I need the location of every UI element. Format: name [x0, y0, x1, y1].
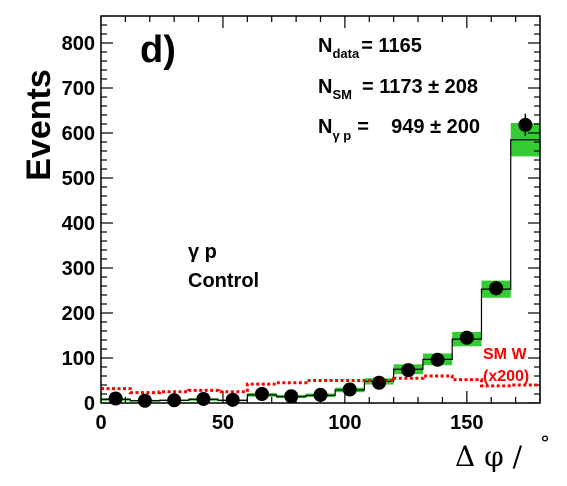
data-point — [489, 281, 504, 296]
sm-uncertainty-band — [101, 123, 540, 402]
x-axis-degree: ° — [540, 431, 550, 455]
x-axis-title: Δ φ / — [455, 440, 523, 473]
y-tick-label: 700 — [62, 78, 95, 100]
tick-labels: 0 100 200 300 400 500 600 700 800 0 50 100 150 — [62, 33, 484, 434]
y-tick-label: 0 — [84, 393, 95, 415]
y-tick-label: 500 — [62, 168, 95, 190]
data-point — [254, 387, 269, 401]
n-data-value: = 1165 — [361, 35, 422, 57]
data-point — [342, 382, 357, 397]
y-tick-label: 200 — [62, 303, 95, 325]
x-tick-label: 150 — [450, 412, 483, 434]
panel-label: d) — [140, 29, 176, 71]
data-point — [459, 330, 474, 345]
data-point — [225, 392, 240, 407]
n-sm-annotation: NSM = 1173 ± 208 — [318, 76, 478, 102]
region-label-line2: Control — [188, 270, 259, 292]
data-point — [196, 391, 211, 406]
data-point — [430, 352, 445, 367]
data-point — [284, 389, 299, 404]
y-tick-label: 600 — [62, 123, 95, 145]
smw-step-line — [101, 374, 540, 395]
n-data-annotation: Ndata = 1165 — [318, 35, 422, 61]
y-tick-label: 400 — [62, 213, 95, 235]
x-tick-label: 0 — [95, 412, 106, 434]
n-gp-symbol: N — [318, 116, 332, 138]
n-sm-symbol: N — [318, 76, 332, 98]
data-point — [518, 117, 533, 132]
y-tick-label: 800 — [62, 33, 95, 55]
n-gp-value: = 949 ± 200 — [357, 116, 480, 138]
n-data-symbol: N — [318, 35, 332, 57]
data-point — [108, 391, 123, 406]
sm-step-line — [101, 139, 541, 403]
n-gp-annotation: Nγ p = 949 ± 200 — [318, 116, 480, 143]
smw-label-line1: SM W — [483, 346, 527, 363]
x-tick-label: 50 — [212, 412, 234, 434]
plot-frame — [100, 15, 541, 404]
data-point — [401, 363, 416, 378]
region-label-line1: γ p — [188, 241, 217, 263]
sm-histogram — [101, 139, 541, 403]
data-point — [167, 393, 182, 408]
data-point — [137, 393, 152, 408]
y-tick-label: 300 — [62, 258, 95, 280]
x-axis-symbol: Δ φ / — [455, 440, 523, 473]
x-tick-label: 100 — [328, 412, 361, 434]
y-tick-label: 100 — [62, 348, 95, 370]
n-data-subscript: data — [332, 46, 360, 61]
smw-label-line2: (x200) — [483, 368, 529, 385]
n-gp-subscript: γ p — [332, 128, 351, 143]
data-point — [372, 375, 387, 390]
n-sm-subscript: SM — [332, 87, 352, 102]
y-axis-title: Events — [20, 69, 58, 181]
data-point — [313, 387, 328, 402]
n-sm-value: = 1173 ± 208 — [362, 76, 478, 98]
smw-histogram — [101, 374, 540, 395]
data-points — [108, 113, 533, 408]
